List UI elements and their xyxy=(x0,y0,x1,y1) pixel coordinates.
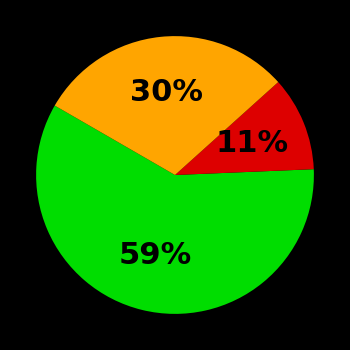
Wedge shape xyxy=(175,82,314,175)
Text: 59%: 59% xyxy=(119,241,192,271)
Wedge shape xyxy=(55,36,278,175)
Text: 11%: 11% xyxy=(216,129,289,158)
Wedge shape xyxy=(36,106,314,314)
Text: 30%: 30% xyxy=(130,78,203,107)
